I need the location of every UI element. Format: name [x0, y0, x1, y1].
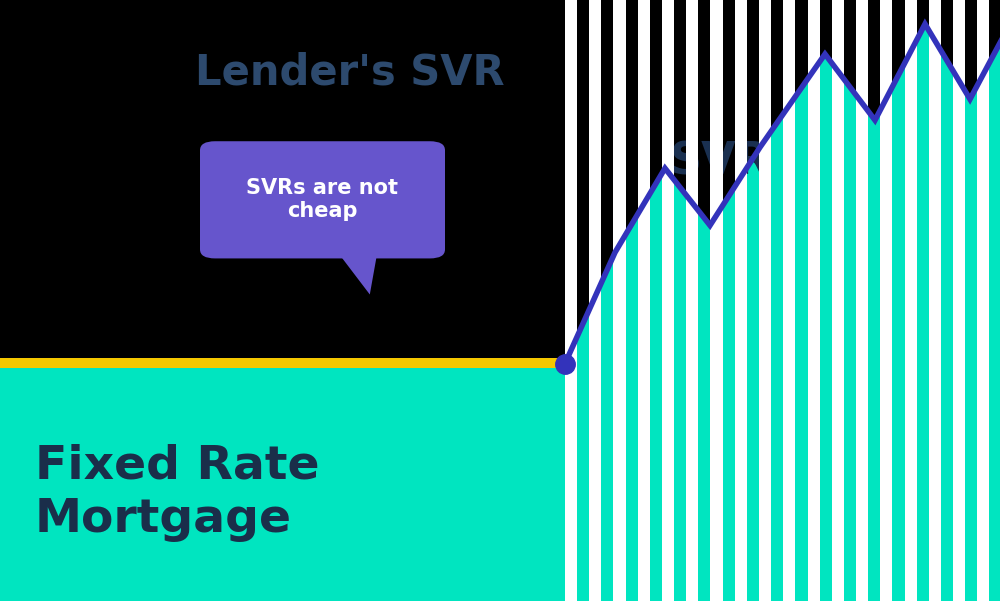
Bar	[856, 0, 868, 601]
Bar	[905, 0, 917, 601]
Bar	[710, 0, 723, 601]
Bar	[759, 0, 771, 601]
Bar	[880, 0, 892, 601]
Text: SVR: SVR	[670, 141, 770, 184]
Bar	[0, 364, 565, 601]
Polygon shape	[333, 246, 378, 294]
Bar	[0, 358, 565, 368]
Bar	[662, 0, 674, 601]
FancyBboxPatch shape	[200, 141, 445, 258]
Bar	[589, 0, 601, 601]
Bar	[783, 0, 795, 601]
Text: Lender's SVR: Lender's SVR	[195, 51, 505, 93]
Bar	[735, 0, 747, 601]
Bar	[686, 0, 698, 601]
Bar	[832, 0, 844, 601]
Text: Fixed Rate
Mortgage: Fixed Rate Mortgage	[35, 444, 320, 542]
Bar	[613, 0, 626, 601]
Bar	[808, 0, 820, 601]
Text: SVRs are not
cheap: SVRs are not cheap	[246, 178, 398, 221]
Bar	[638, 0, 650, 601]
Bar	[565, 0, 577, 601]
Bar	[977, 0, 989, 601]
Bar	[929, 0, 941, 601]
Bar	[953, 0, 965, 601]
Polygon shape	[565, 24, 1000, 601]
